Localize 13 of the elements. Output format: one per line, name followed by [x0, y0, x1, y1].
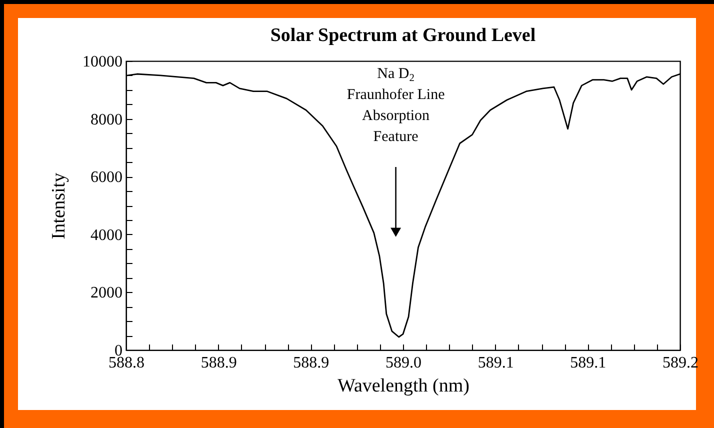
y-axis-title: Intensity — [48, 172, 70, 240]
x-axis-title: Wavelength (nm) — [338, 376, 470, 396]
x-tick-label: 588.9 — [200, 354, 237, 372]
y-tick-label: 10000 — [82, 54, 122, 70]
x-tick-label: 589.0 — [386, 354, 422, 372]
y-tick-label: 6000 — [90, 169, 122, 186]
y-tick-label: 4000 — [90, 226, 122, 244]
y-tick-label: 2000 — [90, 284, 122, 302]
x-tick-label: 589.1 — [570, 354, 606, 372]
y-tick-label: 8000 — [90, 111, 122, 128]
x-tick-label: 589.1 — [478, 354, 514, 372]
x-tick-label: 588.9 — [293, 354, 330, 372]
chart-title: Solar Spectrum at Ground Level — [270, 25, 536, 46]
